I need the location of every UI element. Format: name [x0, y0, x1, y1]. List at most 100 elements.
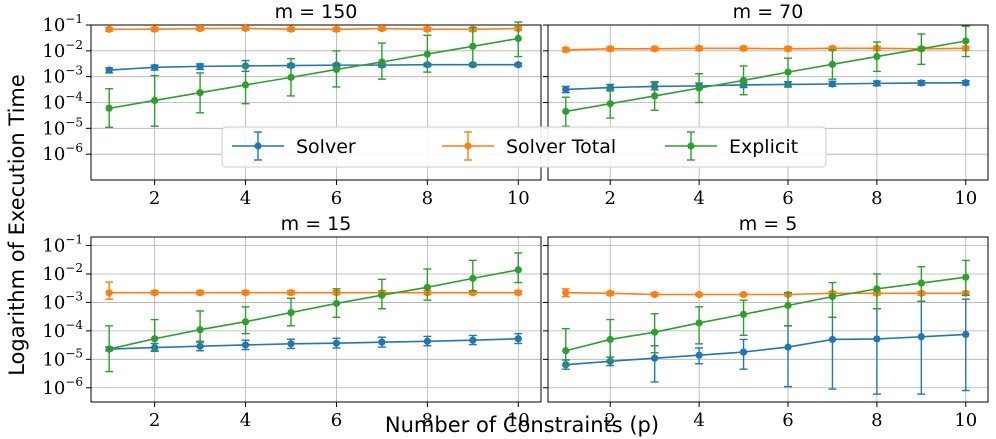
- data-point: [423, 337, 431, 345]
- data-point: [606, 45, 614, 53]
- data-point: [287, 308, 295, 317]
- data-point: [784, 301, 792, 310]
- series-line: [565, 47, 966, 51]
- data-point: [241, 81, 250, 89]
- x-tick-label: 10: [507, 188, 530, 209]
- series-line: [565, 81, 966, 91]
- data-point: [962, 273, 970, 281]
- series-solver: [105, 332, 523, 353]
- legend-entry-solver-total: Solver Total: [442, 131, 616, 161]
- data-point: [196, 326, 204, 334]
- data-point: [514, 34, 522, 43]
- data-point: [287, 25, 295, 33]
- data-point: [695, 44, 703, 52]
- data-point: [606, 100, 614, 108]
- x-tick-label: 10: [954, 410, 977, 431]
- data-point: [332, 65, 341, 74]
- series-solver-total: [561, 44, 970, 54]
- data-point: [962, 330, 970, 339]
- data-point: [828, 80, 837, 88]
- data-point: [196, 342, 204, 350]
- data-point: [105, 104, 113, 112]
- data-point: [514, 335, 522, 343]
- legend-marker: [254, 142, 262, 150]
- data-point: [423, 50, 431, 58]
- data-point: [378, 58, 386, 66]
- data-point: [917, 333, 925, 341]
- x-tick-label: 2: [604, 410, 615, 431]
- series-solver-total: [105, 281, 523, 300]
- x-tick-label: 6: [782, 410, 793, 431]
- data-point: [873, 79, 881, 87]
- data-point: [828, 335, 837, 344]
- data-point: [378, 291, 386, 299]
- series-solver: [561, 298, 970, 395]
- data-point: [562, 347, 570, 355]
- data-point: [784, 343, 792, 351]
- y-tick-label: 10−4: [42, 318, 83, 342]
- series-line: [109, 27, 519, 31]
- data-point: [287, 289, 295, 297]
- data-point: [873, 52, 881, 61]
- series-explicit: [105, 21, 523, 128]
- data-point: [784, 68, 792, 76]
- data-point: [151, 289, 159, 297]
- x-tick-label: 8: [422, 188, 433, 209]
- series-solver-total: [561, 288, 970, 299]
- data-point: [332, 299, 341, 308]
- data-point: [469, 42, 477, 50]
- data-point: [469, 336, 477, 344]
- data-point: [287, 73, 295, 81]
- data-point: [962, 79, 970, 87]
- data-point: [651, 45, 659, 53]
- series-line: [565, 333, 966, 366]
- panel-title: m = 15: [281, 213, 352, 235]
- data-point: [562, 107, 570, 116]
- x-tick-label: 4: [240, 188, 251, 209]
- y-tick-label: 10−5: [42, 346, 83, 370]
- data-point: [562, 46, 570, 54]
- data-point: [917, 279, 925, 287]
- series-line: [109, 269, 519, 350]
- series-solver: [561, 79, 970, 94]
- y-axis-title: Logarithm of Execution Time: [5, 74, 29, 376]
- data-point: [514, 266, 522, 274]
- data-point: [423, 25, 431, 33]
- series-explicit: [561, 259, 970, 367]
- series-line: [109, 37, 519, 110]
- y-tick-label: 10−3: [42, 64, 83, 88]
- x-tick-label: 10: [954, 188, 977, 209]
- data-point: [378, 24, 386, 33]
- data-point: [695, 319, 703, 327]
- y-tick-label: 10−2: [42, 38, 83, 62]
- x-tick-label: 4: [693, 188, 704, 209]
- data-point: [739, 310, 748, 318]
- data-point: [241, 24, 250, 32]
- data-point: [423, 283, 431, 291]
- x-tick-label: 4: [693, 410, 704, 431]
- data-point: [196, 89, 204, 97]
- data-point: [651, 328, 659, 336]
- series-explicit: [561, 25, 970, 127]
- data-point: [828, 293, 837, 301]
- legend-label: Solver: [296, 136, 356, 158]
- data-point: [241, 341, 250, 349]
- x-tick-label: 6: [782, 188, 793, 209]
- data-point: [606, 357, 614, 365]
- data-point: [739, 348, 748, 356]
- data-point: [241, 289, 250, 297]
- x-axis-title: Number of Constraints (p): [385, 413, 659, 437]
- y-tick-label: 10−6: [42, 141, 83, 165]
- plot-frame: [547, 236, 989, 403]
- legend-box: [221, 126, 827, 168]
- series-line: [565, 276, 966, 352]
- panel-title: m = 5: [739, 213, 798, 235]
- legend-marker: [687, 142, 695, 150]
- x-tick-label: 6: [331, 188, 342, 209]
- x-tick-label: 2: [149, 410, 160, 431]
- plot-frame: [90, 236, 542, 403]
- legend-entry-solver: Solver: [232, 131, 356, 161]
- data-point: [651, 290, 659, 299]
- series-solver-total: [105, 24, 523, 33]
- data-point: [695, 84, 703, 92]
